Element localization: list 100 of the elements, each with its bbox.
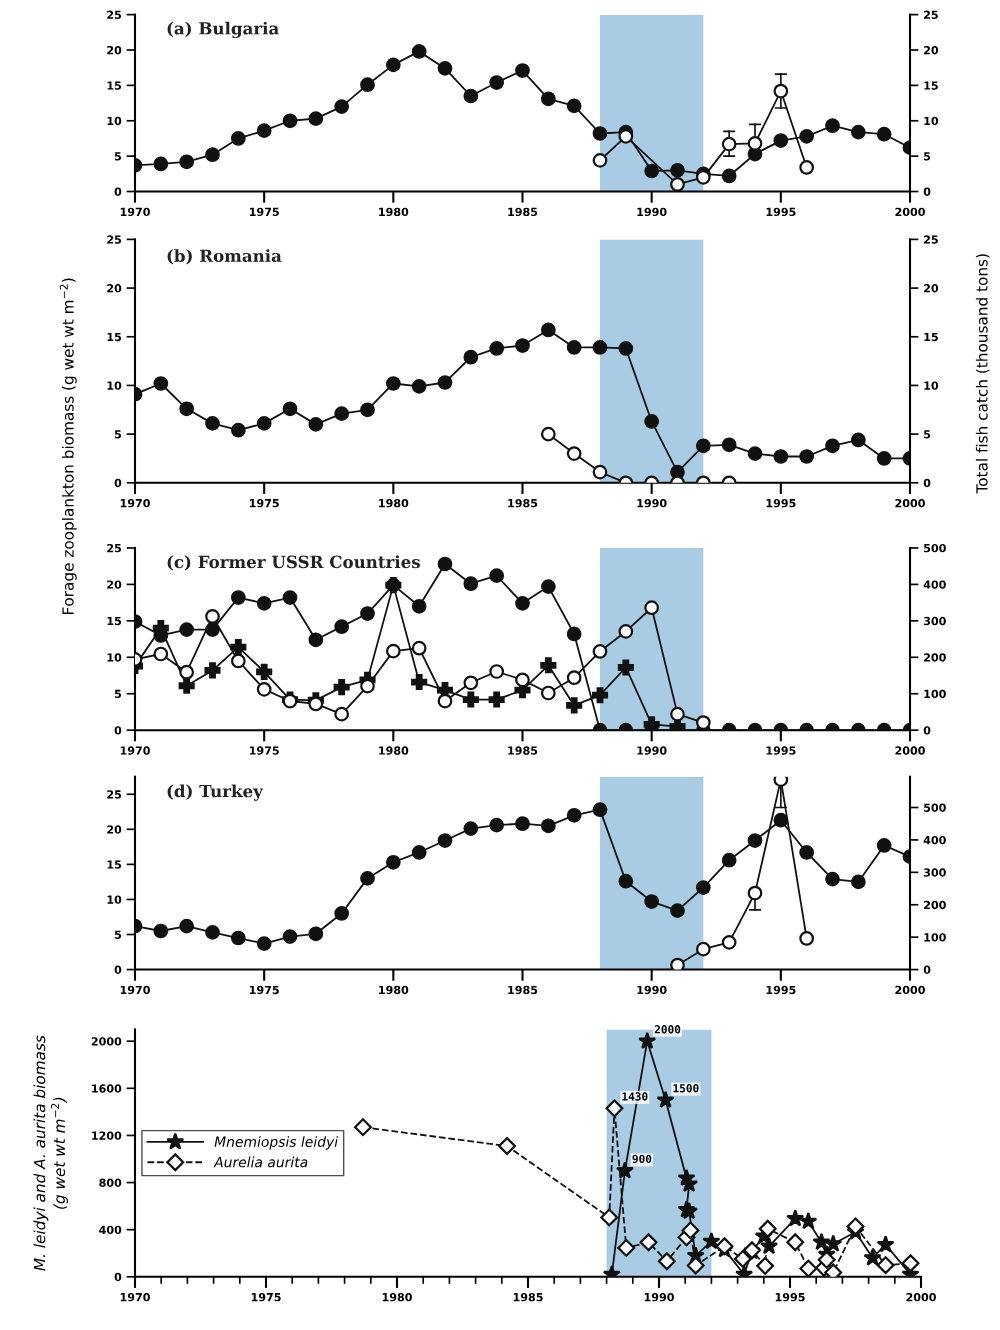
x-tick-label: 1975 bbox=[249, 985, 279, 995]
y-tick-label: 10 bbox=[107, 116, 122, 126]
y-tick-label: 5 bbox=[114, 152, 122, 161]
x-tick-label: 1995 bbox=[766, 498, 796, 508]
y-tick-label: 20 bbox=[107, 284, 122, 293]
annotation: 2000 bbox=[654, 1025, 681, 1034]
x-tick-label: 2000 bbox=[895, 498, 925, 508]
x-tick-label: 1990 bbox=[637, 985, 667, 995]
y2-tick-label: 500 bbox=[924, 803, 946, 812]
chart-title: (a) Bulgaria bbox=[167, 21, 279, 39]
annotation: 1430 bbox=[622, 1092, 648, 1101]
chart-title: (c) Former USSR Countries bbox=[167, 555, 420, 571]
x-tick-label: 1995 bbox=[775, 1292, 805, 1302]
y2-tick-label: 300 bbox=[923, 868, 946, 877]
x-tick-label: 1980 bbox=[379, 207, 409, 217]
y2-tick-label: 15 bbox=[924, 81, 938, 90]
x-tick-label: 1990 bbox=[637, 746, 667, 755]
y2-tick-label: 20 bbox=[924, 284, 939, 293]
y2-tick-label: 0 bbox=[923, 965, 931, 974]
y2-tick-label: 100 bbox=[924, 933, 946, 942]
x-tick-label: 1990 bbox=[644, 1292, 674, 1302]
y-tick-label: 15 bbox=[107, 860, 122, 869]
y-tick-label: 10 bbox=[107, 895, 122, 904]
y-tick-label: 0 bbox=[114, 478, 122, 488]
x-tick-label: 1985 bbox=[508, 746, 538, 755]
y-tick-label: 0 bbox=[114, 726, 122, 735]
text: (b) Romania bbox=[167, 249, 282, 265]
x-tick-label: 2000 bbox=[895, 746, 925, 755]
annotation: 900 bbox=[632, 1154, 652, 1164]
y-tick-label: 25 bbox=[107, 790, 122, 799]
y2-tick-label: 200 bbox=[924, 900, 946, 910]
y2-tick-label: 5 bbox=[924, 430, 931, 439]
y2-tick-label: 10 bbox=[924, 116, 939, 126]
x-tick-label: 1975 bbox=[251, 1292, 281, 1302]
y2-tick-label: 20 bbox=[924, 45, 939, 55]
y2-tick-label: 10 bbox=[924, 381, 939, 390]
y-tick-label: 25 bbox=[107, 10, 122, 20]
x-tick-label: 1990 bbox=[637, 207, 667, 217]
y-tick-label: 15 bbox=[107, 616, 122, 626]
y-tick-label: 0 bbox=[114, 187, 122, 196]
y-tick-label: 20 bbox=[107, 45, 122, 55]
y-tick-label: 1600 bbox=[92, 1084, 122, 1093]
y-tick-label: 0 bbox=[114, 965, 122, 974]
x-tick-label: 1995 bbox=[766, 207, 796, 217]
x-tick-label: 1980 bbox=[379, 498, 409, 508]
y-tick-label: 10 bbox=[107, 381, 122, 390]
y-tick-label: 25 bbox=[107, 235, 122, 244]
y2-tick-label: 5 bbox=[924, 152, 931, 161]
x-tick-label: 2000 bbox=[895, 207, 925, 217]
x-tick-label: 1975 bbox=[249, 207, 279, 217]
x-tick-label: 1970 bbox=[120, 985, 150, 995]
y-tick-label: 5 bbox=[114, 430, 122, 439]
x-tick-label: 1990 bbox=[637, 498, 667, 508]
y-tick-label: 10 bbox=[107, 653, 122, 662]
x-tick-label: 2000 bbox=[895, 985, 925, 995]
y-tick-label: 2000 bbox=[91, 1037, 122, 1046]
y2-tick-label: 400 bbox=[923, 580, 946, 589]
annotation: 1500 bbox=[673, 1083, 699, 1093]
x-tick-label: 1985 bbox=[508, 207, 538, 217]
x-tick-label: 1970 bbox=[120, 207, 150, 217]
x-tick-label: 1995 bbox=[766, 985, 796, 995]
y2-tick-label: 200 bbox=[924, 653, 946, 662]
x-tick-label: 1985 bbox=[508, 498, 538, 508]
y2-tick-label: 500 bbox=[924, 543, 946, 553]
x-tick-label: 1970 bbox=[120, 498, 150, 508]
y2-tick-label: 100 bbox=[924, 689, 946, 699]
y-tick-label: 15 bbox=[107, 81, 122, 90]
x-tick-label: 1980 bbox=[379, 746, 409, 755]
y2-tick-label: 300 bbox=[923, 616, 946, 626]
y2-tick-label: 0 bbox=[923, 726, 931, 735]
x-tick-label: 1975 bbox=[249, 498, 279, 508]
y-tick-label: 25 bbox=[107, 543, 122, 553]
y-tick-label: 800 bbox=[99, 1178, 122, 1187]
x-tick-label: 1970 bbox=[120, 1292, 150, 1302]
legend-label: Mnemiopsis leidyi bbox=[214, 1136, 339, 1150]
y-tick-label: 5 bbox=[114, 930, 122, 939]
y2-tick-label: 0 bbox=[923, 478, 931, 488]
y2-tick-label: 25 bbox=[924, 235, 938, 244]
y2-axis-title: Total fish catch (thousand tons) bbox=[975, 254, 990, 494]
x-tick-label: 1980 bbox=[379, 985, 409, 995]
y-tick-label: 15 bbox=[107, 332, 122, 342]
y2-tick-label: 400 bbox=[923, 835, 946, 845]
y2-tick-label: 0 bbox=[923, 187, 931, 196]
legend-label: Aurelia aurita bbox=[213, 1156, 308, 1168]
y-tick-label: 1200 bbox=[92, 1131, 122, 1140]
y-tick-label: 5 bbox=[114, 689, 122, 699]
x-tick-label: 1985 bbox=[513, 1292, 543, 1302]
y-tick-label: 0 bbox=[114, 1272, 122, 1282]
y2-tick-label: 25 bbox=[924, 10, 938, 20]
x-tick-label: 2000 bbox=[906, 1292, 936, 1302]
x-tick-label: 1970 bbox=[120, 746, 150, 755]
y-axis-title: M. leidyi and A. aurita biomass (g wet wt m$^{−2}$) bbox=[33, 1035, 69, 1271]
y-tick-label: 20 bbox=[107, 580, 122, 589]
x-tick-label: 1995 bbox=[766, 746, 796, 755]
y-tick-label: 20 bbox=[107, 825, 122, 834]
y-tick-label: 400 bbox=[99, 1225, 122, 1235]
chart-title: (d) Turkey bbox=[167, 784, 264, 801]
y-axis-title: Forage zooplankton biomass (g wet wt m$^{−2}$) bbox=[59, 278, 77, 614]
x-tick-label: 1985 bbox=[508, 985, 538, 995]
y2-tick-label: 15 bbox=[924, 332, 938, 342]
